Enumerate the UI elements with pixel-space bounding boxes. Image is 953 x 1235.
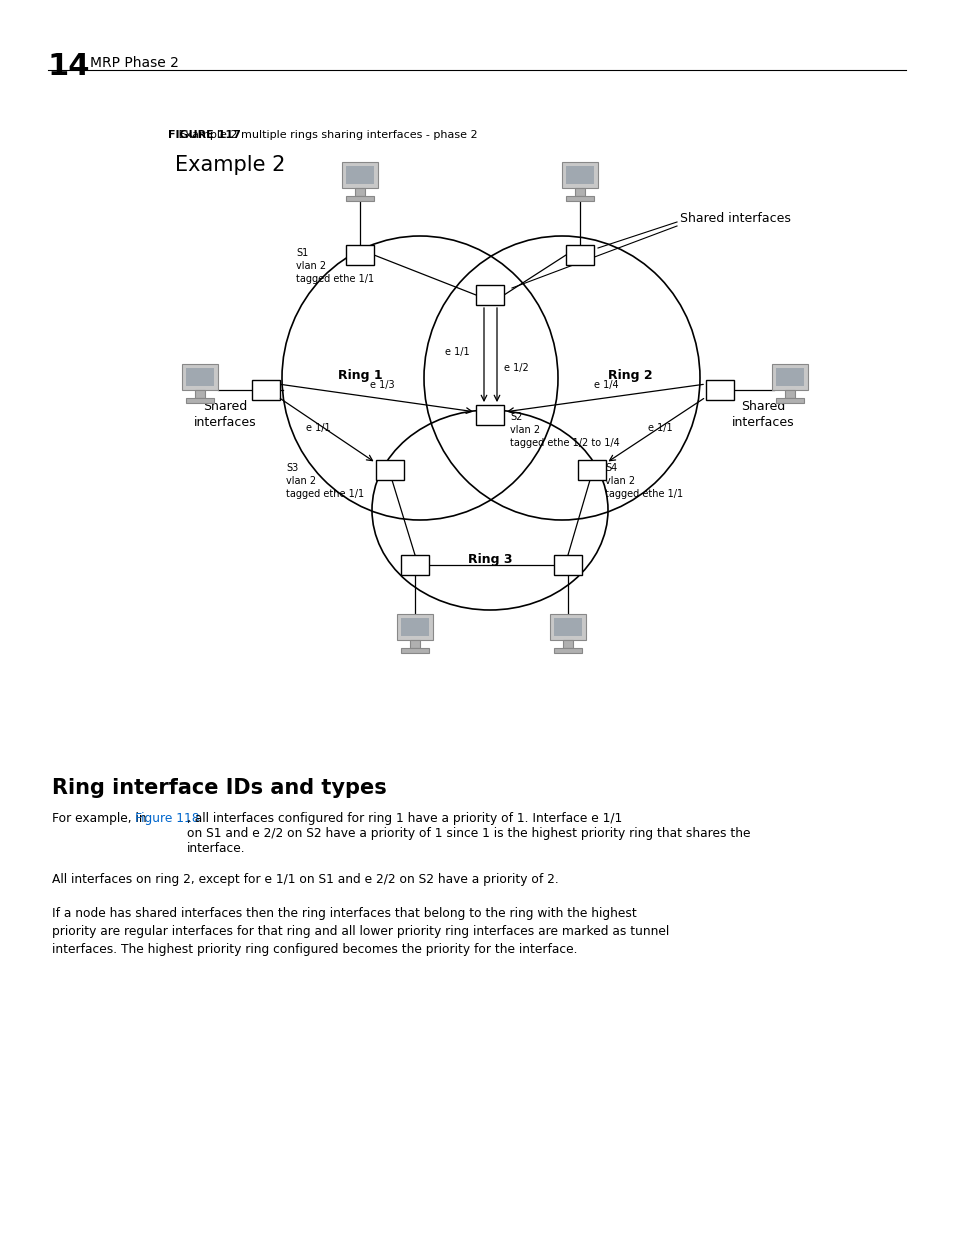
Bar: [400, 555, 429, 576]
Text: Example 2 multiple rings sharing interfaces - phase 2: Example 2 multiple rings sharing interfa…: [168, 130, 477, 140]
Bar: [400, 618, 429, 636]
Text: Shared
interfaces: Shared interfaces: [193, 400, 256, 429]
Text: S2: S2: [482, 417, 497, 427]
Bar: [194, 390, 205, 398]
Bar: [182, 364, 218, 390]
Bar: [775, 398, 803, 403]
Bar: [346, 245, 374, 266]
Bar: [476, 285, 503, 305]
Bar: [476, 405, 503, 425]
Text: e 1/3: e 1/3: [370, 380, 394, 390]
Bar: [771, 364, 807, 390]
Bar: [554, 618, 581, 636]
Text: S4
vlan 2
tagged ethe 1/1: S4 vlan 2 tagged ethe 1/1: [604, 463, 682, 499]
Bar: [784, 390, 794, 398]
Bar: [355, 188, 365, 196]
Text: For example, in: For example, in: [52, 811, 151, 825]
Text: S3: S3: [383, 472, 396, 482]
Bar: [550, 614, 585, 640]
Text: If a node has shared interfaces then the ring interfaces that belong to the ring: If a node has shared interfaces then the…: [52, 906, 669, 956]
Bar: [775, 368, 803, 387]
Bar: [341, 162, 377, 188]
Bar: [565, 196, 594, 201]
Bar: [561, 162, 598, 188]
Bar: [346, 196, 374, 201]
Text: e 1/2: e 1/2: [503, 363, 528, 373]
Text: S4: S4: [584, 472, 598, 482]
Text: 14: 14: [48, 52, 91, 82]
Text: S2
vlan 2
tagged ethe 1/2 to 1/4: S2 vlan 2 tagged ethe 1/2 to 1/4: [510, 412, 619, 448]
Bar: [554, 555, 581, 576]
Text: e 1/1: e 1/1: [647, 424, 672, 433]
Bar: [565, 165, 594, 184]
Bar: [396, 614, 433, 640]
Text: Figure 118: Figure 118: [134, 811, 199, 825]
Text: , all interfaces configured for ring 1 have a priority of 1. Interface e 1/1
on : , all interfaces configured for ring 1 h…: [187, 811, 749, 855]
Text: S3
vlan 2
tagged ethe 1/1: S3 vlan 2 tagged ethe 1/1: [286, 463, 364, 499]
Text: FIGURE 117: FIGURE 117: [168, 130, 240, 140]
Text: Ring 2: Ring 2: [607, 368, 652, 382]
Text: Ring interface IDs and types: Ring interface IDs and types: [52, 778, 386, 798]
Bar: [410, 640, 419, 648]
Bar: [575, 188, 584, 196]
Text: MRP Phase 2: MRP Phase 2: [90, 56, 179, 70]
Text: e 1/1: e 1/1: [305, 424, 330, 433]
Bar: [346, 165, 374, 184]
Bar: [375, 459, 403, 480]
Text: S1: S1: [482, 296, 497, 308]
Text: e 1/4: e 1/4: [593, 380, 618, 390]
Bar: [562, 640, 573, 648]
Bar: [252, 380, 280, 400]
Text: Shared interfaces: Shared interfaces: [679, 211, 790, 225]
Bar: [705, 380, 733, 400]
Bar: [186, 368, 213, 387]
Text: All interfaces on ring 2, except for e 1/1 on S1 and e 2/2 on S2 have a priority: All interfaces on ring 2, except for e 1…: [52, 873, 558, 885]
Text: e 1/1: e 1/1: [445, 347, 470, 357]
Text: Example 2: Example 2: [174, 156, 285, 175]
Bar: [578, 459, 605, 480]
Bar: [186, 398, 213, 403]
Bar: [400, 648, 429, 653]
Text: Ring 3: Ring 3: [467, 553, 512, 567]
Text: S1
vlan 2
tagged ethe 1/1: S1 vlan 2 tagged ethe 1/1: [295, 248, 374, 284]
Text: Shared
interfaces: Shared interfaces: [731, 400, 794, 429]
Bar: [565, 245, 594, 266]
Text: Ring 1: Ring 1: [337, 368, 382, 382]
Bar: [554, 648, 581, 653]
